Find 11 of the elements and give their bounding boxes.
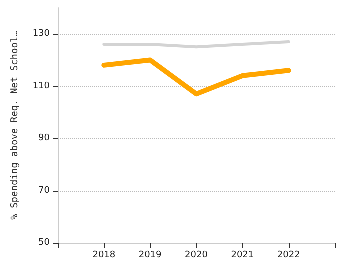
x-tick-label: 2021 [231,250,254,260]
y-tick-label: 110 [32,81,50,92]
y-tick-label: 130 [32,29,50,40]
y-tick-label: 50 [38,238,50,248]
x-tick-label: 2022 [277,250,300,260]
y-tick-label: 70 [38,186,50,196]
x-tick-label: 2020 [185,250,208,260]
y-axis-title: % Spending above Req. Net School… [10,30,20,220]
x-tick-label: 2019 [138,250,162,260]
x-tick-label: 2018 [92,250,116,260]
y-tick-label: 90 [38,134,50,144]
